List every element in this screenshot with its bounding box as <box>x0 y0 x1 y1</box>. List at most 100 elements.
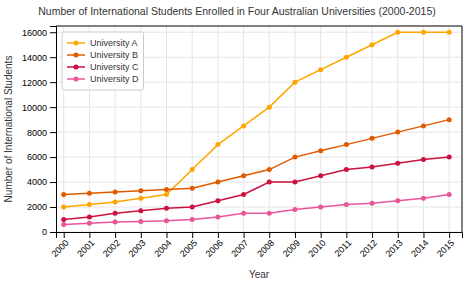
series-point <box>61 192 66 197</box>
x-tick-label: 2008 <box>255 238 276 259</box>
x-tick-mark <box>295 232 296 238</box>
series-point <box>215 142 220 147</box>
x-tick-label: 2014 <box>409 238 430 259</box>
y-tick: 0 <box>42 227 56 237</box>
x-tick-label: 2005 <box>178 238 199 259</box>
y-tick-mark <box>50 157 56 158</box>
grid-line-x <box>423 26 424 232</box>
x-axis-line <box>57 233 463 239</box>
series-line <box>64 195 449 225</box>
series-point <box>267 105 272 110</box>
series-point <box>267 180 272 185</box>
series-point <box>267 167 272 172</box>
x-tick: 2009 <box>281 232 302 259</box>
series-point <box>292 80 297 85</box>
series-point <box>215 215 220 220</box>
series-point <box>344 202 349 207</box>
series-point <box>61 205 66 210</box>
series-point <box>190 217 195 222</box>
y-tick-label: 0 <box>42 227 47 237</box>
x-tick-mark <box>218 232 219 238</box>
series-point <box>421 30 426 35</box>
x-tick-label: 2003 <box>127 238 148 259</box>
grid-line-x <box>294 26 295 232</box>
series-line <box>64 157 449 219</box>
x-tick-label: 2002 <box>101 238 122 259</box>
series <box>61 192 451 227</box>
title: Number of International Students Enrolle… <box>38 5 435 17</box>
y-tick-mark <box>50 232 56 233</box>
series-point <box>318 67 323 72</box>
series-point <box>421 157 426 162</box>
x-tick-label: 2001 <box>75 238 96 259</box>
series-point <box>113 211 118 216</box>
series-point <box>318 148 323 153</box>
x-tick-label: 2006 <box>204 238 225 259</box>
series-point <box>370 201 375 206</box>
series-point <box>447 30 452 35</box>
plot-frame-top <box>56 26 462 27</box>
y-axis-label: Number of International Students <box>3 56 14 203</box>
y-tick: 2000 <box>27 202 56 212</box>
series-point <box>113 190 118 195</box>
series-point <box>61 222 66 227</box>
series-point <box>138 219 143 224</box>
y-tick: 6000 <box>27 152 56 162</box>
x-tick-label: 2012 <box>358 238 379 259</box>
y-tick-label: 2000 <box>27 202 47 212</box>
series-point <box>190 167 195 172</box>
y-tick-mark <box>50 82 56 83</box>
legend-marker <box>74 41 79 46</box>
series-point <box>370 165 375 170</box>
y-tick: 4000 <box>27 177 56 187</box>
series-point <box>318 173 323 178</box>
y-tick: 16000 <box>22 28 56 38</box>
series-point <box>164 218 169 223</box>
series-point <box>395 130 400 135</box>
legend-marker <box>74 77 79 82</box>
y-tick: 14000 <box>22 53 56 63</box>
x-tick-label: 2007 <box>229 238 250 259</box>
series-point <box>447 117 452 122</box>
y-tick-label: 4000 <box>27 177 47 187</box>
series-point <box>447 155 452 160</box>
series-point <box>87 221 92 226</box>
series-point <box>241 192 246 197</box>
series-point <box>292 155 297 160</box>
series-point <box>113 200 118 205</box>
series-point <box>421 123 426 128</box>
x-tick: 2004 <box>152 232 173 259</box>
grid-line-y <box>56 157 462 158</box>
y-axis: 0200040006000800010000120001400016000 <box>22 27 57 238</box>
series-point <box>344 142 349 147</box>
y-tick-label: 6000 <box>27 152 47 162</box>
series-point <box>138 188 143 193</box>
series-point <box>395 161 400 166</box>
y-tick: 12000 <box>22 78 56 88</box>
legend-marker <box>74 65 79 70</box>
y-axis-line <box>50 27 57 233</box>
series-point <box>215 198 220 203</box>
series-point <box>267 211 272 216</box>
series-point <box>87 191 92 196</box>
x-tick-mark <box>192 232 193 238</box>
y-tick: 8000 <box>27 128 56 138</box>
x-axis: 2000200120022003200420052006200720082009… <box>49 232 462 259</box>
series-point <box>370 136 375 141</box>
x-tick-mark <box>423 232 424 238</box>
x-tick-mark <box>372 232 373 238</box>
series-point <box>138 196 143 201</box>
legend-label: University D <box>90 74 139 84</box>
grid-line-x <box>449 26 450 232</box>
x-tick-label: 2011 <box>333 238 354 259</box>
x-tick-mark <box>346 232 347 238</box>
legend: University AUniversity BUniversity CUniv… <box>62 32 144 90</box>
x-tick-mark <box>141 232 142 238</box>
x-tick-mark <box>244 232 245 238</box>
series <box>61 30 451 210</box>
series-line <box>64 32 449 207</box>
x-tick-label: 2000 <box>49 238 70 259</box>
x-tick: 2014 <box>409 232 430 259</box>
grid-line-x <box>166 26 167 232</box>
series-point <box>190 205 195 210</box>
